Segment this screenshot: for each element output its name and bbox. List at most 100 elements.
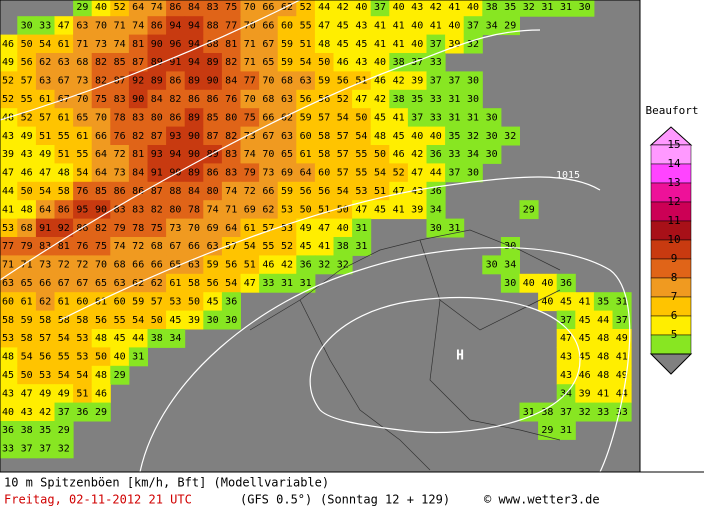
cell [54,365,74,385]
cell [166,255,186,275]
cell [277,34,297,54]
wind-value: 46 [393,149,405,160]
cell [333,163,353,183]
cell [110,145,130,164]
cell [17,329,37,348]
cell [203,310,223,330]
wind-value: 88 [207,20,219,31]
cell [128,145,148,164]
wind-value: 47 [2,168,14,179]
cell [73,163,93,183]
wind-value: 57 [225,241,237,252]
isobar [309,297,581,433]
cell [54,329,74,348]
wind-value: 80 [207,186,219,197]
cell [35,145,55,164]
wind-value: 70 [188,223,200,234]
cell [73,71,93,91]
wind-value: 29 [58,425,70,436]
wind-value: 58 [318,131,330,142]
wind-value: 41 [374,20,386,31]
cell [259,163,279,183]
wind-value: 94 [169,20,181,31]
cell [370,108,390,128]
wind-value: 94 [188,39,200,50]
wind-value: 70 [244,20,256,31]
cell [91,181,111,201]
wind-value: 50 [151,315,163,326]
cell [333,108,353,128]
wind-value: 38 [541,407,553,418]
wind-value: 31 [560,2,572,13]
footer-title: 10 m Spitzenböen [km/h, Bft] (Modellvari… [4,476,329,490]
cell [17,310,37,330]
wind-value: 38 [393,57,405,68]
wind-value: 44 [132,333,144,344]
wind-value: 51 [244,260,256,271]
cell [91,347,111,367]
cell [166,126,186,146]
cell [110,347,130,367]
wind-value: 33 [430,112,442,123]
cell [352,200,372,220]
cell [17,200,37,220]
cell [463,71,483,91]
wind-value: 30 [21,20,33,31]
cell [370,181,390,201]
cell [538,421,558,440]
wind-value: 52 [300,2,312,13]
wind-value: 54 [337,186,349,197]
cell [389,200,409,220]
cell [482,0,502,17]
wind-value: 66 [262,112,274,123]
cell [296,53,316,72]
footer-run: (Sonntag 12 + 129) [320,493,450,507]
wind-value: 74 [114,241,126,252]
cell [259,273,279,293]
cell [445,89,465,109]
wind-value: 69 [207,223,219,234]
cell [0,384,18,404]
wind-value: 67 [262,39,274,50]
wind-value: 41 [393,112,405,123]
wind-value: 43 [21,149,33,160]
wind-value: 55 [262,241,274,252]
wind-value: 54 [244,241,256,252]
cell [17,163,37,183]
wind-value: 40 [411,39,423,50]
cell [17,126,37,146]
cell [166,292,186,312]
cell [54,200,74,220]
legend-label: 9 [671,252,678,265]
cell [389,34,409,54]
wind-value: 61 [300,149,312,160]
wind-value: 54 [58,333,70,344]
wind-value: 38 [21,425,33,436]
wind-value: 37 [560,407,572,418]
cell [91,34,111,54]
cell [389,108,409,128]
wind-value: 72 [114,149,126,160]
cell [296,181,316,201]
wind-value: 37 [411,112,423,123]
wind-value: 52 [281,241,293,252]
wind-value: 82 [225,57,237,68]
cell [35,365,55,385]
cell [352,237,372,256]
wind-value: 52 [2,94,14,105]
wind-value: 64 [225,223,237,234]
cell [370,163,390,183]
cell [407,34,427,54]
wind-value: 31 [467,112,479,123]
cell [407,181,427,201]
cell [91,0,111,17]
border-line [249,229,561,331]
cell [389,145,409,164]
wind-value: 72 [244,186,256,197]
cell [147,145,167,164]
wind-value: 84 [188,186,200,197]
cell [314,163,334,183]
cell [593,347,613,367]
cell [314,237,334,256]
wind-value: 52 [337,94,349,105]
